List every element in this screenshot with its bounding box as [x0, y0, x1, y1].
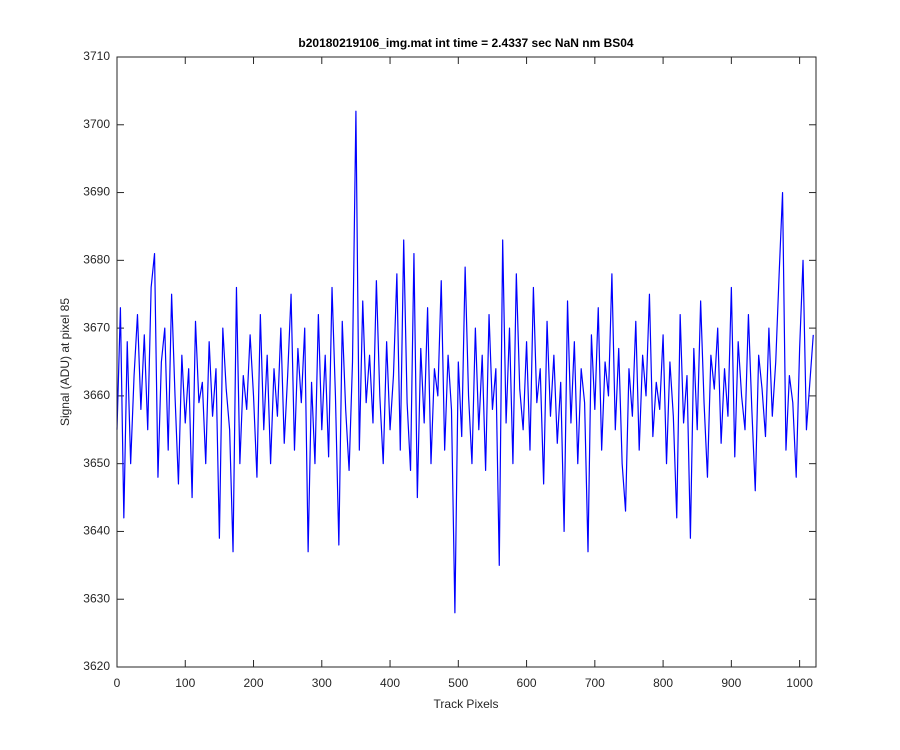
y-tick-label: 3630: [83, 591, 110, 605]
y-tick-label: 3620: [83, 659, 110, 673]
y-tick-label: 3700: [83, 117, 110, 131]
chart-title: b20180219106_img.mat int time = 2.4337 s…: [298, 36, 634, 50]
x-tick-label: 100: [175, 676, 195, 690]
x-axis-label: Track Pixels: [434, 697, 499, 711]
x-tick-label: 600: [517, 676, 537, 690]
x-tick-label: 900: [721, 676, 741, 690]
y-tick-label: 3690: [83, 185, 110, 199]
axes-box: [116, 56, 817, 668]
x-tick-label: 300: [312, 676, 332, 690]
y-tick-label: 3660: [83, 388, 110, 402]
x-tick-label: 0: [114, 676, 121, 690]
y-tick-label: 3710: [83, 49, 110, 63]
x-tick-label: 800: [653, 676, 673, 690]
x-tick-label: 400: [380, 676, 400, 690]
x-tick-label: 500: [448, 676, 468, 690]
y-tick-label: 3640: [83, 524, 110, 538]
y-tick-label: 3650: [83, 456, 110, 470]
y-tick-label: 3680: [83, 253, 110, 267]
y-tick-label: 3670: [83, 320, 110, 334]
x-tick-label: 200: [244, 676, 264, 690]
y-axis-label: Signal (ADU) at pixel 85: [58, 298, 72, 426]
x-tick-label: 700: [585, 676, 605, 690]
x-tick-label: 1000: [786, 676, 813, 690]
line-series: [116, 110, 814, 614]
